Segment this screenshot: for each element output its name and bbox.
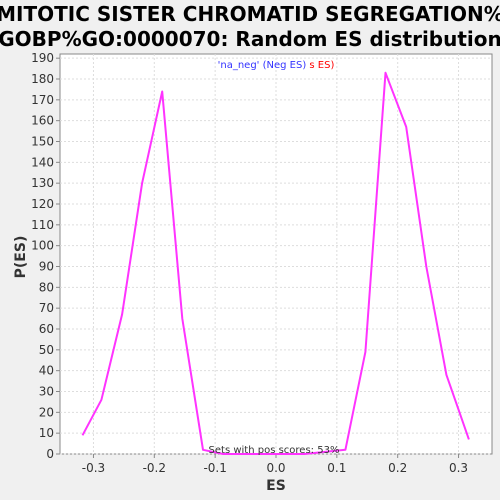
y-tick-label: 30	[39, 385, 54, 399]
x-tick-label: -0.2	[143, 461, 166, 475]
y-tick-label: 20	[39, 405, 54, 419]
x-tick-label: 0.3	[449, 461, 468, 475]
y-tick-label: 140	[31, 155, 54, 169]
series-line	[81, 71, 470, 455]
legend-entry-text: s ES)	[309, 60, 334, 71]
x-tick-label: -0.3	[82, 461, 105, 475]
x-tick-label: 0.1	[327, 461, 346, 475]
y-tick-label: 100	[31, 239, 54, 253]
axis-ticks: 0 10 20 30 40 50 60 70 80 90 100 110 120 130 140 150 160…	[31, 51, 468, 475]
x-tick-label: 0.2	[388, 461, 407, 475]
y-tick-label: 60	[39, 322, 54, 336]
series-layer	[81, 71, 470, 455]
x-axis-label: ES	[266, 478, 286, 494]
y-tick-label: 110	[31, 218, 54, 232]
y-tick-label: 90	[39, 260, 54, 274]
chart-title-line-1: MITOTIC SISTER CHROMATID SEGREGATION%	[0, 2, 500, 26]
y-tick-label: 70	[39, 301, 54, 315]
x-tick-label: -0.1	[203, 461, 226, 475]
x-tick-label: 0.0	[266, 461, 285, 475]
y-tick-label: 120	[31, 197, 54, 211]
y-axis-label: P(ES)	[13, 236, 29, 279]
y-tick-label: 190	[31, 51, 54, 65]
legend: 'na_neg' (Neg ES) s ES)	[218, 60, 335, 71]
y-tick-label: 80	[39, 280, 54, 294]
y-tick-label: 170	[31, 93, 54, 107]
y-tick-label: 50	[39, 343, 54, 357]
y-tick-label: 180	[31, 72, 54, 86]
pos-scores-annotation: Sets with pos scores: 53%	[209, 445, 340, 456]
y-tick-label: 130	[31, 176, 54, 190]
y-tick-label: 150	[31, 135, 54, 149]
chart-title-line-2: GOBP%GO:0000070: Random ES distribution	[0, 27, 500, 51]
y-tick-label: 40	[39, 364, 54, 378]
y-tick-label: 0	[46, 447, 54, 461]
legend-entry-text: 'na_neg' (Neg ES)	[218, 60, 310, 71]
y-tick-label: 10	[39, 426, 54, 440]
y-tick-label: 160	[31, 114, 54, 128]
